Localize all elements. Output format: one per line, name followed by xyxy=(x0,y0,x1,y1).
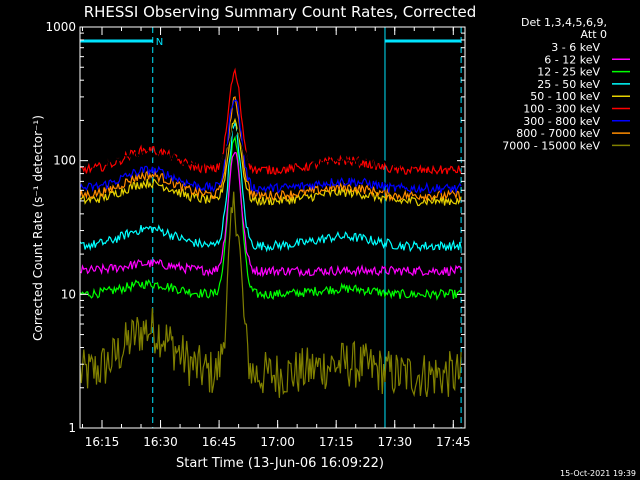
legend-label-7: 800 - 7000 keV xyxy=(516,127,600,140)
legend-label-4: 50 - 100 keV xyxy=(530,90,600,103)
x-tick-label-4: 17:15 xyxy=(319,435,354,449)
x-tick-label-5: 17:30 xyxy=(377,435,412,449)
legend-header-1: Att 0 xyxy=(581,28,607,41)
x-tick-label-2: 16:45 xyxy=(202,435,237,449)
x-tick-label-1: 16:30 xyxy=(143,435,178,449)
plot-frame xyxy=(79,26,466,429)
legend-label-0: 3 - 6 keV xyxy=(551,41,600,54)
footer-timestamp: 15-Oct-2021 19:39 xyxy=(560,469,636,478)
x-tick-label-6: 17:45 xyxy=(436,435,471,449)
legend-label-2: 12 - 25 keV xyxy=(537,66,600,79)
series-line-7 xyxy=(79,96,462,203)
series-line-3 xyxy=(79,122,462,253)
series-line-6 xyxy=(79,99,462,195)
x-tick-label-3: 17:00 xyxy=(260,435,295,449)
chart-title: RHESSI Observing Summary Count Rates, Co… xyxy=(84,3,477,21)
series-line-2 xyxy=(79,135,462,301)
axes-frame xyxy=(79,26,466,429)
series-layer xyxy=(79,67,462,398)
legend-header-0: Det 1,3,4,5,6,9, xyxy=(521,16,607,29)
legend-label-3: 25 - 50 keV xyxy=(537,78,600,91)
series-line-1 xyxy=(79,151,462,278)
series-line-4 xyxy=(79,117,462,207)
legend-label-1: 6 - 12 keV xyxy=(544,53,600,66)
legend-label-6: 300 - 800 keV xyxy=(523,115,600,128)
annotation-0: N xyxy=(156,37,163,48)
series-line-0 xyxy=(79,126,462,171)
tick-layer: 1 10 100 1000 16:15 16:30 16:45 17:00 17:15 17:30… xyxy=(45,20,470,449)
y-tick-label-1: 10 xyxy=(61,287,76,301)
y-tick-label-2: 100 xyxy=(53,154,76,168)
y-tick-label-3: 1000 xyxy=(45,20,76,34)
series-line-5 xyxy=(79,67,462,175)
y-tick-label-0: 1 xyxy=(68,421,76,435)
x-axis-label: Start Time (13-Jun-06 16:09:22) xyxy=(176,456,384,471)
y-axis-label: Corrected Count Rate (s⁻¹ detector⁻¹) xyxy=(31,115,45,341)
x-tick-label-0: 16:15 xyxy=(85,435,120,449)
legend-label-5: 100 - 300 keV xyxy=(523,103,600,116)
series-line-8 xyxy=(79,191,462,398)
legend-label-8: 7000 - 15000 keV xyxy=(502,139,600,152)
